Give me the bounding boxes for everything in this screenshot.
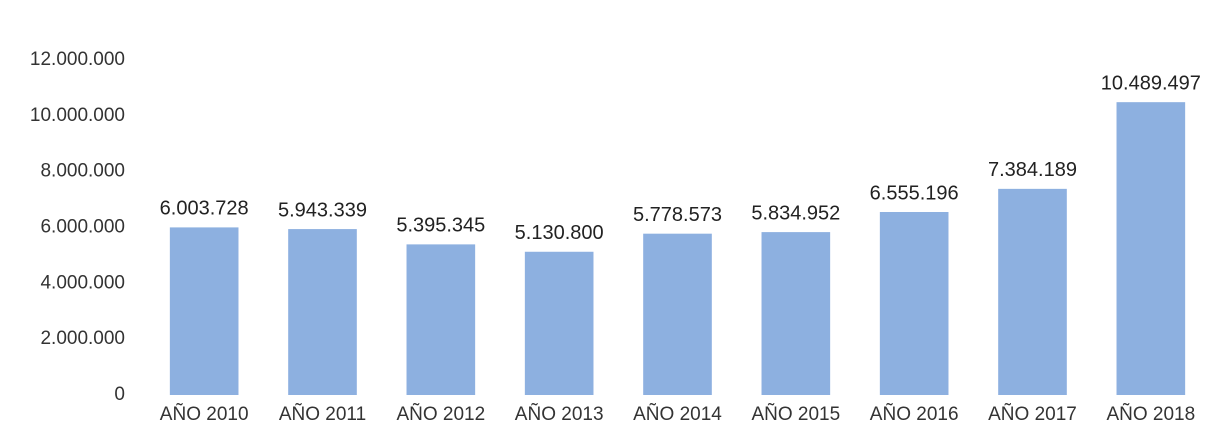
y-tick-label: 4.000.000 [40, 272, 125, 293]
bar [643, 233, 712, 395]
data-label: 5.778.573 [633, 204, 722, 226]
data-label: 5.943.339 [278, 199, 367, 221]
y-tick-label: 12.000.000 [30, 49, 125, 70]
data-label: 5.130.800 [515, 222, 604, 244]
data-label: 7.384.189 [988, 159, 1077, 181]
bar [1116, 102, 1186, 395]
x-tick-label: AÑO 2012 [396, 403, 485, 425]
bar [288, 229, 357, 395]
bar [406, 244, 476, 395]
data-label: 6.555.196 [870, 182, 959, 204]
x-tick-label: AÑO 2014 [633, 403, 722, 425]
y-tick-label: 8.000.000 [40, 161, 125, 182]
x-tick-label: AÑO 2013 [515, 403, 604, 425]
bar [524, 251, 594, 395]
bar [169, 227, 239, 395]
x-tick-label: AÑO 2011 [279, 403, 366, 425]
bar [998, 188, 1067, 395]
data-label: 5.834.952 [751, 202, 840, 224]
x-tick-label: AÑO 2015 [751, 403, 840, 425]
x-tick-label: AÑO 2010 [160, 403, 249, 425]
data-label: 5.395.345 [396, 215, 485, 237]
x-tick-label: AÑO 2018 [1106, 403, 1195, 425]
y-tick-label: 6.000.000 [40, 217, 125, 238]
y-tick-label: 10.000.000 [30, 105, 125, 126]
y-tick-label: 0 [114, 384, 125, 405]
x-tick-label: AÑO 2016 [870, 403, 959, 425]
data-label: 6.003.728 [160, 198, 249, 220]
y-tick-label: 2.000.000 [40, 328, 125, 349]
x-tick-label: AÑO 2017 [988, 403, 1077, 425]
bar [879, 212, 949, 395]
bar [761, 232, 831, 395]
data-label: 10.489.497 [1101, 72, 1201, 94]
